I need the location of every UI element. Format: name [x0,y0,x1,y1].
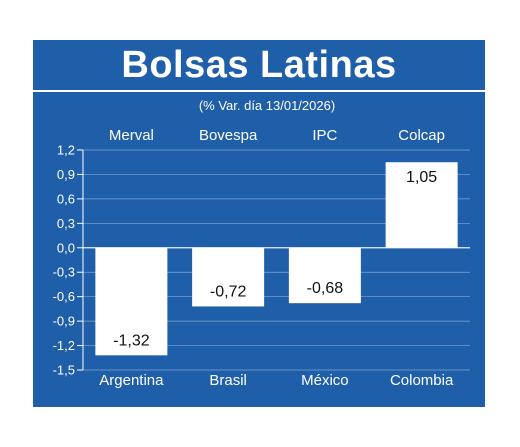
y-tick-label: 0,6 [57,191,75,206]
bar-value-label: -0,68 [307,280,344,297]
bar-value-label: 1,05 [406,169,437,186]
title-band: Bolsas Latinas [33,40,485,92]
bar-chart: (% Var. día 13/01/2026) 1,2 0,9 0,6 0,3 0,0 -… [53,98,470,389]
y-tick-label: 0,0 [57,240,75,255]
country-label: Brasil [209,372,247,389]
chart-panel: Bolsas Latinas (% Var. día 13/01/2026) 1… [33,40,485,407]
category-label: Bovespa [199,127,258,144]
y-tick-label: -1,2 [53,338,75,353]
y-tick-label: -0,9 [53,314,75,329]
category-label: IPC [312,127,337,144]
bar-value-label: -0,72 [210,283,247,300]
y-tick-label: 0,3 [57,216,75,231]
category-label: Merval [109,127,154,144]
bar [95,247,168,356]
bar [288,247,361,304]
y-axis: 1,2 0,9 0,6 0,3 0,0 -0,3 -0,6 -0,9 -1,2 -1,5 [53,143,84,378]
labels: -1,32 Merval Argentina -0,72 Bovespa Brasil -0… [99,127,454,389]
y-tick-label: -0,6 [53,289,75,304]
bar [192,247,265,307]
y-tick-label: 1,2 [57,143,75,158]
bar-value-label: -1,32 [113,332,150,349]
category-label: Colcap [398,127,445,144]
y-tick-label: -0,3 [53,265,75,280]
country-label: México [301,372,349,389]
country-label: Argentina [99,372,164,389]
y-tick-label: 0,9 [57,167,75,182]
y-tick-label: -1,5 [53,363,75,378]
chart-title: Bolsas Latinas [121,44,397,86]
chart-subtitle: (% Var. día 13/01/2026) [199,98,335,113]
bar [385,162,458,248]
country-label: Colombia [390,372,454,389]
bars [95,162,458,356]
